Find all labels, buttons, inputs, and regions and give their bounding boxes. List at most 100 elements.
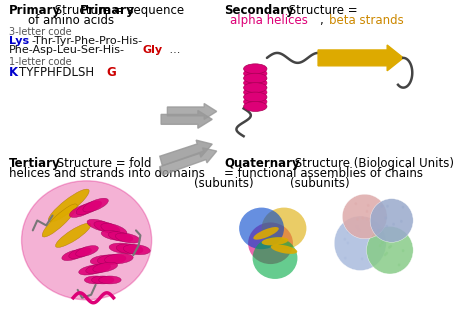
Ellipse shape (372, 240, 375, 243)
Ellipse shape (383, 219, 386, 221)
Ellipse shape (97, 254, 126, 264)
Ellipse shape (350, 229, 353, 232)
Ellipse shape (253, 227, 279, 240)
Ellipse shape (334, 216, 386, 271)
Ellipse shape (69, 248, 91, 259)
Ellipse shape (377, 225, 379, 228)
Ellipse shape (42, 204, 77, 237)
Ellipse shape (244, 92, 267, 102)
Ellipse shape (360, 229, 362, 232)
Ellipse shape (378, 209, 381, 212)
Ellipse shape (353, 249, 356, 253)
FancyArrow shape (161, 110, 212, 128)
Ellipse shape (22, 181, 152, 300)
Ellipse shape (370, 199, 413, 242)
Ellipse shape (244, 87, 267, 97)
Ellipse shape (105, 254, 133, 264)
Ellipse shape (99, 276, 121, 284)
Ellipse shape (399, 216, 401, 219)
Ellipse shape (356, 213, 359, 217)
Ellipse shape (359, 237, 361, 240)
Ellipse shape (262, 208, 306, 249)
Ellipse shape (361, 246, 364, 249)
Text: Structure = fold: Structure = fold (53, 157, 151, 170)
FancyArrow shape (318, 45, 403, 71)
Ellipse shape (376, 202, 378, 204)
Ellipse shape (244, 64, 267, 74)
Ellipse shape (109, 243, 136, 253)
Ellipse shape (93, 262, 118, 272)
Text: -Thr-Tyr-Phe-Pro-His-: -Thr-Tyr-Phe-Pro-His- (32, 36, 143, 46)
Ellipse shape (384, 264, 387, 267)
Text: helices and strands into domains: helices and strands into domains (9, 167, 204, 180)
Ellipse shape (388, 230, 391, 233)
Ellipse shape (116, 244, 143, 254)
Ellipse shape (401, 214, 403, 217)
Ellipse shape (399, 263, 401, 266)
Ellipse shape (101, 223, 127, 236)
Ellipse shape (370, 201, 373, 204)
Ellipse shape (244, 83, 267, 93)
Ellipse shape (90, 255, 119, 265)
Ellipse shape (262, 237, 288, 245)
Ellipse shape (244, 97, 267, 107)
Ellipse shape (349, 201, 352, 204)
Ellipse shape (392, 208, 394, 211)
Ellipse shape (244, 78, 267, 88)
Ellipse shape (361, 210, 364, 213)
Ellipse shape (83, 198, 109, 212)
Ellipse shape (376, 243, 379, 246)
Ellipse shape (87, 219, 113, 232)
Ellipse shape (69, 204, 95, 218)
Text: Lys: Lys (9, 36, 29, 46)
FancyArrow shape (160, 140, 212, 166)
Text: (subunits): (subunits) (194, 177, 254, 190)
Text: beta strands: beta strands (329, 14, 404, 27)
Ellipse shape (244, 101, 267, 111)
Ellipse shape (365, 212, 368, 215)
Ellipse shape (385, 256, 388, 259)
Text: Gly: Gly (143, 45, 163, 55)
Ellipse shape (248, 222, 293, 264)
Text: Structure = sequence: Structure = sequence (51, 4, 184, 17)
Ellipse shape (376, 239, 378, 242)
Ellipse shape (393, 247, 396, 250)
Text: Structure (Biological Units): Structure (Biological Units) (291, 157, 454, 170)
Ellipse shape (108, 232, 133, 242)
Ellipse shape (62, 250, 84, 261)
Text: Structure =: Structure = (285, 4, 357, 17)
Ellipse shape (55, 223, 91, 248)
Text: ,: , (320, 14, 328, 27)
Ellipse shape (91, 276, 114, 284)
Text: = functional assemblies of chains: = functional assemblies of chains (224, 167, 423, 180)
Ellipse shape (379, 209, 382, 212)
Text: TYFPHFDLSH: TYFPHFDLSH (19, 66, 94, 79)
Ellipse shape (48, 189, 89, 222)
Ellipse shape (375, 237, 378, 240)
Text: Quaternary: Quaternary (224, 157, 300, 170)
Text: K: K (9, 66, 18, 79)
Text: (subunits): (subunits) (290, 177, 350, 190)
Text: of amino acids: of amino acids (28, 14, 114, 27)
Text: ...: ... (166, 45, 181, 55)
Ellipse shape (369, 238, 372, 241)
Ellipse shape (253, 237, 298, 279)
Ellipse shape (86, 263, 110, 274)
Ellipse shape (76, 201, 101, 215)
Ellipse shape (123, 244, 150, 255)
Ellipse shape (366, 226, 413, 274)
Ellipse shape (101, 230, 126, 240)
Ellipse shape (84, 276, 107, 284)
Text: G: G (106, 66, 116, 79)
Ellipse shape (115, 233, 140, 243)
Text: Primary: Primary (80, 4, 135, 17)
Ellipse shape (244, 73, 267, 83)
Text: Primary: Primary (9, 4, 61, 17)
Ellipse shape (79, 265, 103, 275)
Ellipse shape (373, 249, 376, 252)
Ellipse shape (244, 69, 267, 78)
Text: Phe-Asp-Leu-Ser-His-: Phe-Asp-Leu-Ser-His- (9, 45, 125, 55)
FancyArrow shape (167, 103, 217, 119)
Ellipse shape (342, 194, 387, 239)
Ellipse shape (76, 246, 98, 256)
